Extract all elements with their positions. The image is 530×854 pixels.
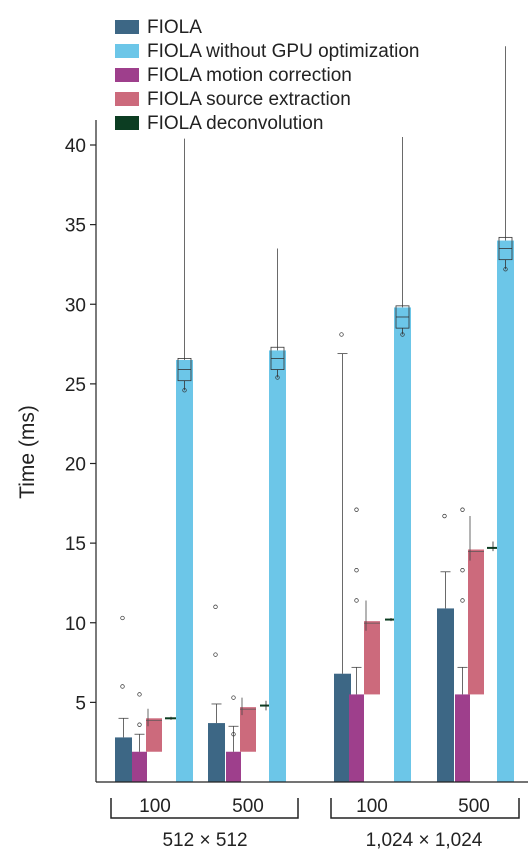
outlier-point — [137, 722, 142, 727]
y-tick-label: 30 — [65, 295, 86, 316]
bar-fiola — [115, 737, 132, 782]
y-axis-label: Time (ms) — [16, 405, 39, 499]
outlier-point — [120, 684, 125, 689]
bar-motion-correction — [349, 694, 364, 782]
outlier-point — [400, 332, 405, 337]
outlier-point — [460, 507, 465, 512]
outlier-point — [354, 507, 359, 512]
outlier-point — [354, 568, 359, 573]
bar-motion-correction — [132, 751, 147, 782]
outlier-point — [460, 568, 465, 573]
bar-fiola — [334, 673, 351, 782]
bars — [115, 46, 514, 783]
group-bracket — [110, 798, 299, 819]
legend-swatch — [115, 44, 139, 58]
legend-label: FIOLA without GPU optimization — [147, 41, 419, 62]
y-tick-label: 5 — [75, 693, 86, 714]
x-axis: 100 500 512 × 512 100 500 1,024 × 1,024 — [96, 781, 528, 851]
y-tick-label: 25 — [65, 375, 86, 396]
x-tick-label: 500 — [458, 796, 490, 817]
outlier-point — [460, 598, 465, 603]
outlier-point — [182, 388, 187, 393]
y-tick-label: 35 — [65, 216, 86, 237]
bar-no-gpu — [394, 307, 411, 782]
outlier-point — [213, 652, 218, 657]
outlier-point — [503, 267, 508, 272]
outlier-point — [231, 695, 236, 700]
bar-no-gpu — [176, 359, 193, 782]
legend-label: FIOLA motion correction — [147, 65, 352, 86]
outlier-point — [213, 604, 218, 609]
legend-label: FIOLA — [147, 17, 202, 38]
outlier-point — [275, 375, 280, 380]
legend: FIOLA FIOLA without GPU optimization FIOLA… — [115, 17, 419, 134]
outlier-point — [120, 615, 125, 621]
x-tick-label: 500 — [232, 796, 264, 817]
legend-label: FIOLA source extraction — [147, 89, 351, 110]
legend-swatch — [115, 92, 139, 106]
y-axis: 5 10 15 20 25 30 35 40 — [65, 120, 97, 782]
legend-swatch — [115, 68, 139, 82]
bar-fiola — [208, 723, 225, 782]
outlier-point — [137, 692, 142, 697]
group-bracket — [330, 798, 520, 819]
outlier-point — [231, 732, 236, 737]
x-tick-label: 100 — [356, 796, 388, 817]
bar-source-extraction — [146, 718, 162, 752]
bar-motion-correction — [455, 694, 470, 782]
y-tick-label: 10 — [65, 614, 86, 635]
outlier-point — [339, 332, 344, 337]
bar-source-extraction — [240, 707, 256, 752]
bar-no-gpu — [497, 240, 514, 783]
x-tick-label: 100 — [139, 796, 171, 817]
y-tick-label: 15 — [65, 534, 86, 555]
outlier-point — [354, 598, 359, 603]
bar-no-gpu — [269, 350, 286, 782]
group-label: 1,024 × 1,024 — [366, 830, 483, 851]
y-tick-label: 20 — [65, 455, 86, 476]
outlier-point — [442, 513, 447, 519]
group-label: 512 × 512 — [162, 830, 247, 851]
bar-source-extraction — [468, 549, 484, 695]
bar-source-extraction — [364, 621, 380, 695]
bar-fiola — [437, 608, 454, 782]
y-tick-label: 40 — [65, 136, 86, 157]
bar-motion-correction — [226, 751, 241, 782]
legend-label: FIOLA deconvolution — [147, 113, 323, 134]
legend-swatch — [115, 116, 139, 130]
legend-swatch — [115, 20, 139, 34]
